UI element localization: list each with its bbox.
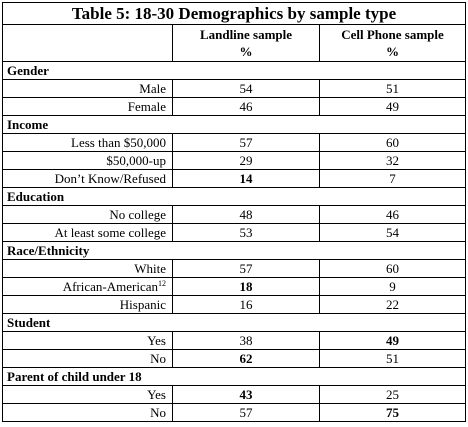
landline-value: 48 — [172, 205, 320, 224]
table-row: No college 48 46 — [2, 205, 466, 224]
landline-value: 18 — [172, 277, 320, 296]
landline-value: 57 — [172, 403, 320, 422]
table-row: Yes 38 49 — [2, 331, 466, 350]
landline-value: 29 — [172, 151, 320, 170]
title-row: Table 5: 18-30 Demographics by sample ty… — [2, 2, 466, 25]
row-label: African-American — [62, 279, 158, 294]
row-label-cell: Female — [2, 97, 173, 116]
landline-value: 46 — [172, 97, 320, 116]
cell-value: 49 — [319, 331, 466, 350]
section-header-row: Parent of child under 18 — [2, 367, 466, 386]
section-title: Race/Ethnicity — [2, 241, 466, 260]
cell-header-unit: % — [386, 44, 399, 59]
row-label: White — [134, 261, 166, 276]
row-label: Female — [127, 99, 166, 114]
cell-value: 60 — [319, 133, 466, 152]
demographics-table-container: Table 5: 18-30 Demographics by sample ty… — [2, 2, 466, 422]
row-label: Yes — [147, 387, 166, 402]
cell-column-header: Cell Phone sample % — [319, 24, 466, 62]
row-label-cell: No — [2, 349, 173, 368]
section-header-row: Education — [2, 187, 466, 206]
landline-header-unit: % — [239, 44, 253, 59]
row-label-cell: Yes — [2, 385, 173, 404]
table-row: Don’t Know/Refused 14 7 — [2, 169, 466, 188]
row-label: Don’t Know/Refused — [54, 171, 166, 186]
section-header-row: Race/Ethnicity — [2, 241, 466, 260]
section-title: Education — [2, 187, 466, 206]
section-header-row: Gender — [2, 61, 466, 80]
cell-value: 9 — [319, 277, 466, 296]
row-label-cell: At least some college — [2, 223, 173, 242]
landline-value: 54 — [172, 79, 320, 98]
cell-value: 25 — [319, 385, 466, 404]
footnote-marker: 12 — [158, 279, 166, 288]
landline-value: 43 — [172, 385, 320, 404]
row-label-cell: No — [2, 403, 173, 422]
table-row: Male 54 51 — [2, 79, 466, 98]
cell-value: 75 — [319, 403, 466, 422]
landline-value: 14 — [172, 169, 320, 188]
landline-value: 57 — [172, 259, 320, 278]
section-header-row: Income — [2, 115, 466, 134]
landline-header-label: Landline sample — [199, 27, 293, 42]
cell-header-label: Cell Phone sample — [341, 27, 444, 42]
table-row: No 57 75 — [2, 403, 466, 422]
row-label-cell: Don’t Know/Refused — [2, 169, 173, 188]
section-header-row: Student — [2, 313, 466, 332]
landline-value: 62 — [172, 349, 320, 368]
landline-value: 38 — [172, 331, 320, 350]
table-row: Female 46 49 — [2, 97, 466, 116]
cell-value: 22 — [319, 295, 466, 314]
column-header-row: Landline sample % Cell Phone sample % — [2, 24, 466, 62]
row-label: $50,000-up — [106, 153, 166, 168]
cell-value: 54 — [319, 223, 466, 242]
row-label-cell: White — [2, 259, 173, 278]
header-blank-cell — [2, 24, 173, 62]
cell-value: 51 — [319, 79, 466, 98]
row-label-cell: African-American12 — [2, 277, 173, 296]
row-label: At least some college — [54, 225, 166, 240]
table-row: No 62 51 — [2, 349, 466, 368]
table-row: African-American12 18 9 — [2, 277, 466, 296]
section-title: Gender — [2, 61, 466, 80]
row-label: No — [150, 405, 166, 420]
cell-value: 49 — [319, 97, 466, 116]
row-label: Less than $50,000 — [71, 135, 166, 150]
section-title: Income — [2, 115, 466, 134]
row-label-cell: No college — [2, 205, 173, 224]
row-label: No — [150, 351, 166, 366]
row-label: Yes — [147, 333, 166, 348]
table-row: Hispanic 16 22 — [2, 295, 466, 314]
row-label-cell: Yes — [2, 331, 173, 350]
table-row: Less than $50,000 57 60 — [2, 133, 466, 152]
row-label-cell: Hispanic — [2, 295, 173, 314]
row-label: No college — [109, 207, 166, 222]
cell-value: 60 — [319, 259, 466, 278]
row-label-cell: $50,000-up — [2, 151, 173, 170]
table-row: Yes 43 25 — [2, 385, 466, 404]
row-label-cell: Male — [2, 79, 173, 98]
table-row: At least some college 53 54 — [2, 223, 466, 242]
row-label-cell: Less than $50,000 — [2, 133, 173, 152]
landline-value: 57 — [172, 133, 320, 152]
table-row: $50,000-up 29 32 — [2, 151, 466, 170]
landline-value: 53 — [172, 223, 320, 242]
cell-value: 51 — [319, 349, 466, 368]
table-row: White 57 60 — [2, 259, 466, 278]
section-title: Student — [2, 313, 466, 332]
landline-value: 16 — [172, 295, 320, 314]
cell-value: 46 — [319, 205, 466, 224]
demographics-table: Table 5: 18-30 Demographics by sample ty… — [2, 2, 466, 422]
cell-value: 32 — [319, 151, 466, 170]
row-label: Male — [139, 81, 166, 96]
cell-value: 7 — [319, 169, 466, 188]
landline-column-header: Landline sample % — [172, 24, 320, 62]
section-title: Parent of child under 18 — [2, 367, 466, 386]
row-label: Hispanic — [119, 297, 166, 312]
table-title: Table 5: 18-30 Demographics by sample ty… — [2, 2, 466, 25]
